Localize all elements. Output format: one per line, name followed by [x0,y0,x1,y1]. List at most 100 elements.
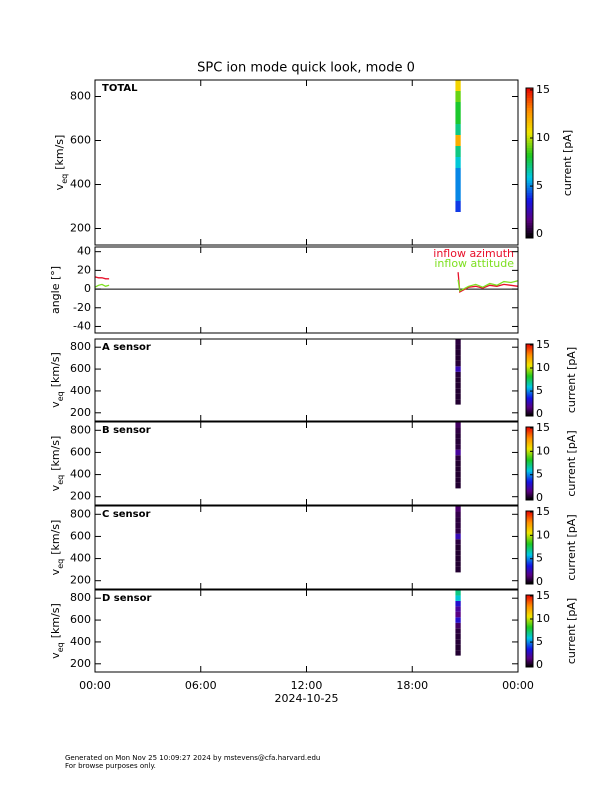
colorbar-swatch [526,353,533,356]
colorbar-swatch [526,193,533,196]
colorbar-swatch [526,627,533,630]
colorbar-swatch [526,475,533,478]
colorbar-swatch [526,90,533,94]
colorbar-swatch [526,581,533,584]
x-tick-label: 18:00 [396,679,428,692]
colorbar-swatch [526,228,533,231]
y-tick-label: 800 [70,591,91,604]
spectrogram-cell [455,528,461,534]
spectrogram-cell [455,595,461,601]
colorbar-swatch [526,180,533,184]
legend-entry: inflow attitude [434,257,514,270]
colorbar-swatch [526,467,533,469]
colorbar-swatch [526,163,533,166]
spectrogram-cell [455,600,461,607]
colorbar-swatch [526,188,533,191]
colorbar-swatch [526,528,533,530]
colorbar-swatch [526,363,533,365]
y-tick-label: 400 [70,552,91,565]
colorbar-swatch [526,524,533,527]
colorbar-swatch [526,358,533,361]
colorbar-swatch [526,140,533,144]
spectrogram-cell [455,349,461,356]
colorbar-swatch [526,611,533,614]
colorbar-swatch [526,377,533,380]
spectrogram-cell [455,455,461,461]
spectrogram-cell [455,622,461,629]
spectrogram-cell [455,449,461,456]
colorbar-swatch [526,645,533,648]
colorbar-swatch [526,566,533,569]
colorbar-swatch [526,619,533,621]
colorbar-tick-label: 5 [536,468,543,481]
colorbar-swatch [526,543,533,546]
y-axis-label-sub: eq [56,559,65,569]
colorbar-tick-label: 0 [536,227,543,240]
colorbar-swatch [526,235,533,239]
colorbar-swatch [526,486,533,489]
colorbar-swatch [526,614,533,616]
colorbar-swatch [526,369,533,371]
colorbar-swatch [526,603,533,606]
colorbar-swatch [526,565,533,568]
colorbar-swatch [526,625,533,627]
spectrogram-cell [455,382,461,389]
colorbar-swatch [526,113,533,116]
colorbar-swatch [526,456,533,458]
x-tick-label: 00:00 [79,679,111,692]
colorbar-frame [525,594,534,668]
colorbar-swatch [526,170,533,174]
spectrogram-cell [455,522,461,529]
colorbar-swatch [526,641,533,644]
colorbar-swatch [526,380,533,382]
y-axis-label: veq [km/s] [53,135,69,191]
spectrogram-cell [455,80,461,91]
colorbar-swatch [526,655,533,657]
colorbar-swatch [526,442,533,445]
panel-label: C sensor [102,509,150,520]
colorbar-swatch [526,513,533,516]
spectrogram-cell [455,371,461,378]
colorbar-swatch [526,135,533,139]
colorbar-swatch [526,384,533,387]
spectrogram-cell [455,388,461,394]
spectrogram-cell [455,366,461,372]
colorbar-swatch [526,542,533,545]
colorbar-swatch [526,143,533,146]
colorbar-swatch [526,462,533,464]
colorbar-tick-label: 10 [536,131,550,144]
colorbar-swatch [526,445,533,447]
panel-frame [94,505,519,590]
colorbar-swatch [526,478,533,480]
colorbar-swatch [526,430,533,433]
colorbar-swatch [526,185,533,189]
colorbar-swatch [526,394,533,397]
colorbar-swatch [526,518,533,521]
figure-title: SPC ion mode quick look, mode 0 [197,61,415,76]
colorbar-swatch [526,344,533,346]
colorbar-swatch [526,210,533,214]
colorbar-swatch [526,568,533,570]
y-axis-label: veq [km/s] [49,603,65,659]
colorbar-swatch [526,622,533,625]
colorbar-swatch [526,148,533,151]
colorbar-swatch [526,656,533,658]
colorbar-swatch [526,560,533,563]
colorbar-swatch [526,511,533,513]
colorbar-swatch [526,356,533,358]
colorbar-swatch [526,472,533,474]
colorbar-swatch [526,407,533,410]
colorbar-swatch [526,195,533,199]
colorbar-swatch [526,431,533,434]
colorbar-label: current [pA] [565,598,578,664]
colorbar-swatch [526,617,533,620]
x-tick-label: 12:00 [291,679,323,692]
colorbar-swatch [526,98,533,101]
colorbar-swatch [526,93,533,96]
colorbar-swatch [526,554,533,557]
colorbar-swatch [526,348,533,351]
colorbar-swatch [526,638,533,640]
colorbar-swatch [526,465,533,468]
colorbar-swatch [526,158,533,161]
spectrogram-cell [455,517,461,523]
